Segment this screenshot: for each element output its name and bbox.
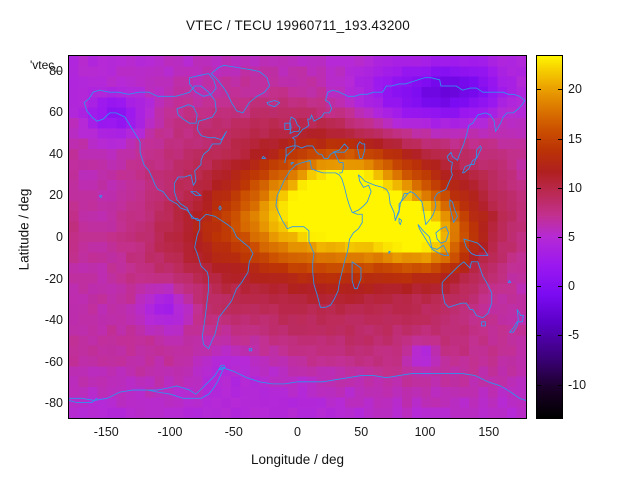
coastline-path bbox=[285, 123, 290, 129]
coastline-path bbox=[190, 74, 217, 97]
coastline-path bbox=[84, 103, 200, 221]
vtec-map-axes[interactable] bbox=[68, 55, 527, 419]
coastline-path bbox=[285, 78, 525, 163]
coastline-path bbox=[211, 65, 269, 113]
stray-vtec-label: 'vtec_ bbox=[30, 58, 61, 72]
coastline-path bbox=[357, 142, 365, 159]
coastline-path bbox=[442, 262, 492, 318]
colorbar-tick-labels: -10 -5 0 5 10 15 20 bbox=[568, 55, 634, 419]
x-tick-label: -150 bbox=[93, 425, 119, 439]
coastline-path bbox=[450, 200, 458, 223]
coastline-path bbox=[463, 146, 482, 173]
x-tick-label: -50 bbox=[224, 425, 243, 439]
x-tick-label: 0 bbox=[294, 425, 301, 439]
page-title: VTEC / TECU 19960711_193.43200 bbox=[186, 18, 410, 33]
coastline-path bbox=[395, 194, 408, 221]
coastline-path bbox=[508, 280, 511, 282]
x-tick-label: 100 bbox=[414, 425, 436, 439]
y-tick-label: 20 bbox=[49, 188, 63, 203]
y-tick-label: 0 bbox=[56, 230, 63, 244]
coastline-path bbox=[333, 144, 348, 152]
coastline-path bbox=[290, 117, 300, 134]
coastline-path bbox=[509, 309, 523, 332]
coastline-path bbox=[177, 105, 197, 124]
x-axis-tick-labels: -150 -100 -50 0 50 100 150 bbox=[68, 425, 527, 443]
colorbar-tick-label: 20 bbox=[568, 82, 582, 97]
x-tick-label: -100 bbox=[157, 425, 183, 439]
coastline-path bbox=[195, 214, 253, 348]
colorbar-tick-label: 15 bbox=[568, 131, 582, 146]
coastline-path bbox=[262, 156, 266, 158]
y-axis-tick-labels: 80 60 40 20 0 -20 -40 -60 -80 bbox=[0, 55, 63, 419]
coastline-path bbox=[99, 196, 102, 198]
coastline-path bbox=[221, 367, 526, 400]
colorbar-tick-label: 5 bbox=[568, 230, 575, 244]
coastline-path bbox=[464, 239, 488, 256]
colorbar-tick-label: 10 bbox=[568, 180, 582, 195]
coastline-path bbox=[69, 398, 97, 402]
coastline-path bbox=[291, 163, 294, 165]
coastline-path bbox=[389, 251, 390, 253]
coastline-path bbox=[352, 262, 361, 289]
y-axis-label: Latitude / deg bbox=[16, 188, 32, 271]
coastline-path bbox=[399, 218, 402, 224]
coastline-path bbox=[436, 227, 449, 244]
y-tick-label: 60 bbox=[49, 105, 63, 120]
x-tick-label: 50 bbox=[354, 425, 369, 439]
coastline-path bbox=[418, 225, 448, 256]
coastline-path bbox=[482, 322, 486, 326]
coastline-path bbox=[276, 160, 362, 307]
y-tick-label: -80 bbox=[44, 396, 63, 411]
y-tick-label: 80 bbox=[49, 63, 63, 78]
colorbar-gradient bbox=[537, 56, 562, 418]
colorbar-tick-label: 0 bbox=[568, 279, 575, 294]
coastline-path bbox=[191, 191, 201, 195]
y-tick-label: -40 bbox=[44, 313, 63, 328]
colorbar-tick-label: -5 bbox=[568, 328, 580, 343]
coastline-path bbox=[219, 365, 225, 369]
vtec-heatmap bbox=[69, 56, 526, 418]
coastline-path bbox=[69, 367, 224, 400]
y-tick-label: 40 bbox=[49, 146, 63, 161]
colorbar[interactable] bbox=[536, 55, 563, 419]
coastline-path bbox=[353, 100, 524, 224]
coastline-path bbox=[285, 146, 343, 173]
coastline-path bbox=[219, 206, 222, 210]
coastline-path bbox=[84, 86, 226, 220]
colorbar-tick-label: -10 bbox=[568, 377, 587, 392]
coastline-overlay bbox=[69, 56, 526, 418]
coastline-path bbox=[267, 100, 280, 106]
x-axis-label: Longitude / deg bbox=[250, 452, 345, 467]
y-tick-label: -20 bbox=[44, 271, 63, 286]
y-tick-label: -60 bbox=[44, 354, 63, 369]
coastline-path bbox=[249, 349, 252, 351]
x-tick-label: 150 bbox=[478, 425, 500, 439]
